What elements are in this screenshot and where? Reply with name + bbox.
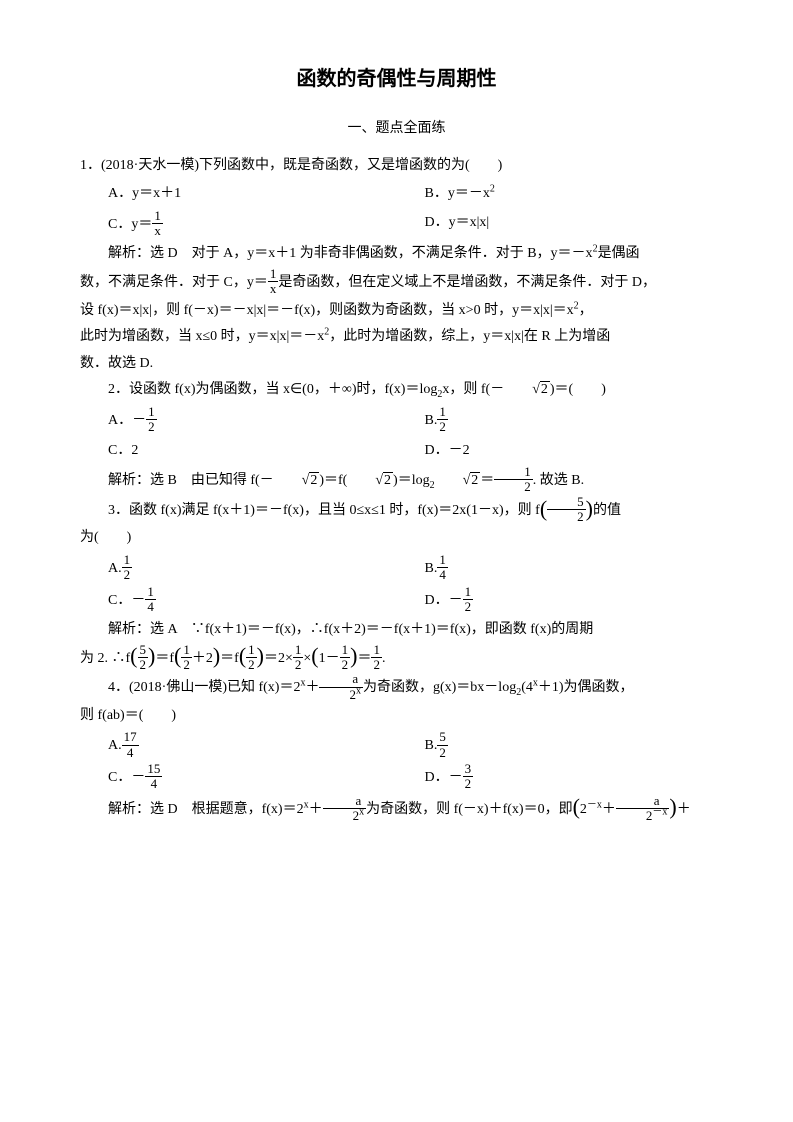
q2-optD: D．－2 <box>397 438 714 465</box>
q2-options-row1: A．－12 B.12 <box>80 406 713 436</box>
q3-ans-line2: 为 2. ∴f(52)＝f(12＋2)＝f(12)＝2×12×(1－12)＝12… <box>80 644 713 674</box>
q3-stem-line2: 为( ) <box>80 525 713 552</box>
q1-ans-line2: 数，不满足条件．对于 C，y＝1x是奇函数，但在定义域上不是增函数，不满足条件．… <box>80 268 713 298</box>
q3-ans-line1: 解析：选 A ∵f(x＋1)＝－f(x)，∴f(x＋2)＝－f(x＋1)＝f(x… <box>80 617 713 644</box>
q3-optB: B.14 <box>397 554 714 584</box>
q1-optB: B．y＝－x2 <box>397 181 714 208</box>
q1-ans-line5: 数．故选 D. <box>80 351 713 378</box>
q1-stem: 1．(2018·天水一模)下列函数中，既是奇函数，又是增函数的为( ) <box>80 153 713 180</box>
q1-ans-line3: 设 f(x)＝x|x|，则 f(－x)＝－x|x|＝－f(x)，则函数为奇函数，… <box>80 298 713 325</box>
q3-optD: D．－12 <box>397 586 714 616</box>
q3-options-row1: A.12 B.14 <box>80 554 713 584</box>
q1-options-row1: A．y＝x＋1 B．y＝－x2 <box>80 181 713 208</box>
q3-stem-line1: 3．函数 f(x)满足 f(x＋1)＝－f(x)，且当 0≤x≤1 时，f(x)… <box>80 496 713 526</box>
q4-options-row1: A.174 B.52 <box>80 731 713 761</box>
q2-ans: 解析：选 B 由已知得 f(－2)＝f(2)＝log22＝12. 故选 B. <box>80 466 713 496</box>
q1-ans-line4: 此时为增函数，当 x≤0 时，y＝x|x|＝－x2，此时为增函数，综上，y＝x|… <box>80 324 713 351</box>
section-heading: 一、题点全面练 <box>80 116 713 143</box>
q1-ans-line1: 解析：选 D 对于 A，y＝x＋1 为非奇非偶函数，不满足条件．对于 B，y＝－… <box>80 241 713 268</box>
q4-optA: A.174 <box>80 731 397 761</box>
q4-optD: D．－32 <box>397 763 714 793</box>
page-title: 函数的奇偶性与周期性 <box>80 60 713 98</box>
q3-options-row2: C．－14 D．－12 <box>80 586 713 616</box>
q4-ans: 解析：选 D 根据题意，f(x)＝2x＋a2x为奇函数，则 f(－x)＋f(x)… <box>80 795 713 825</box>
q4-options-row2: C．－154 D．－32 <box>80 763 713 793</box>
q2-optA: A．－12 <box>80 406 397 436</box>
q1-optD: D．y＝x|x| <box>397 210 714 240</box>
q3-optA: A.12 <box>80 554 397 584</box>
q4-stem-line1: 4．(2018·佛山一模)已知 f(x)＝2x＋a2x为奇函数，g(x)＝bx－… <box>80 673 713 703</box>
q2-optC: C．2 <box>80 438 397 465</box>
q4-optB: B.52 <box>397 731 714 761</box>
q2-optB: B.12 <box>397 406 714 436</box>
q3-optC: C．－14 <box>80 586 397 616</box>
q1-optA: A．y＝x＋1 <box>80 181 397 208</box>
q4-stem-line2: 则 f(ab)＝( ) <box>80 703 713 730</box>
q1-optC: C．y＝1x <box>80 210 397 240</box>
q4-optC: C．－154 <box>80 763 397 793</box>
q2-options-row2: C．2 D．－2 <box>80 438 713 465</box>
q1-options-row2: C．y＝1x D．y＝x|x| <box>80 210 713 240</box>
q2-stem: 2．设函数 f(x)为偶函数，当 x∈(0，＋∞)时，f(x)＝log2x，则 … <box>80 377 713 404</box>
